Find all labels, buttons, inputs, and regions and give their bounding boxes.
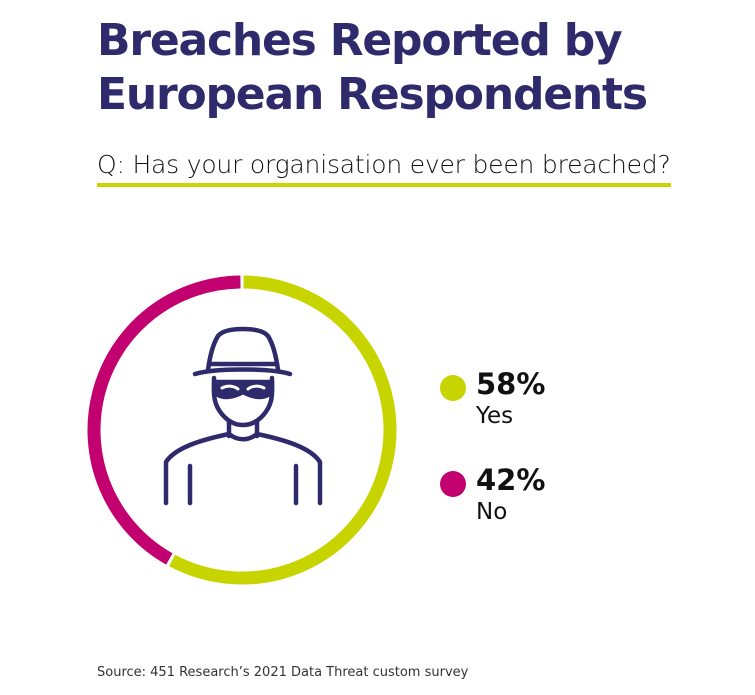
legend-label-yes: Yes [476,403,514,429]
donut-slice-no [87,275,241,565]
source-note: Source: 451 Research’s 2021 Data Threat … [97,665,469,680]
legend-label-no: No [476,499,508,525]
title-line-2: European Respondents [97,69,648,120]
legend-dot-no [440,471,466,497]
legend-dot-yes [440,375,466,401]
donut-slice-yes [169,275,397,585]
donut-slices [87,275,397,585]
legend-value-no: 42% [476,463,546,497]
legend-value-yes: 58% [476,367,546,401]
title-line-1: Breaches Reported by [97,15,623,66]
hacker-icon [163,326,323,506]
survey-question: Q: Has your organisation ever been breac… [97,150,671,179]
chart-title: Breaches Reported by European Respondent… [97,14,737,122]
question-underline [97,183,671,187]
